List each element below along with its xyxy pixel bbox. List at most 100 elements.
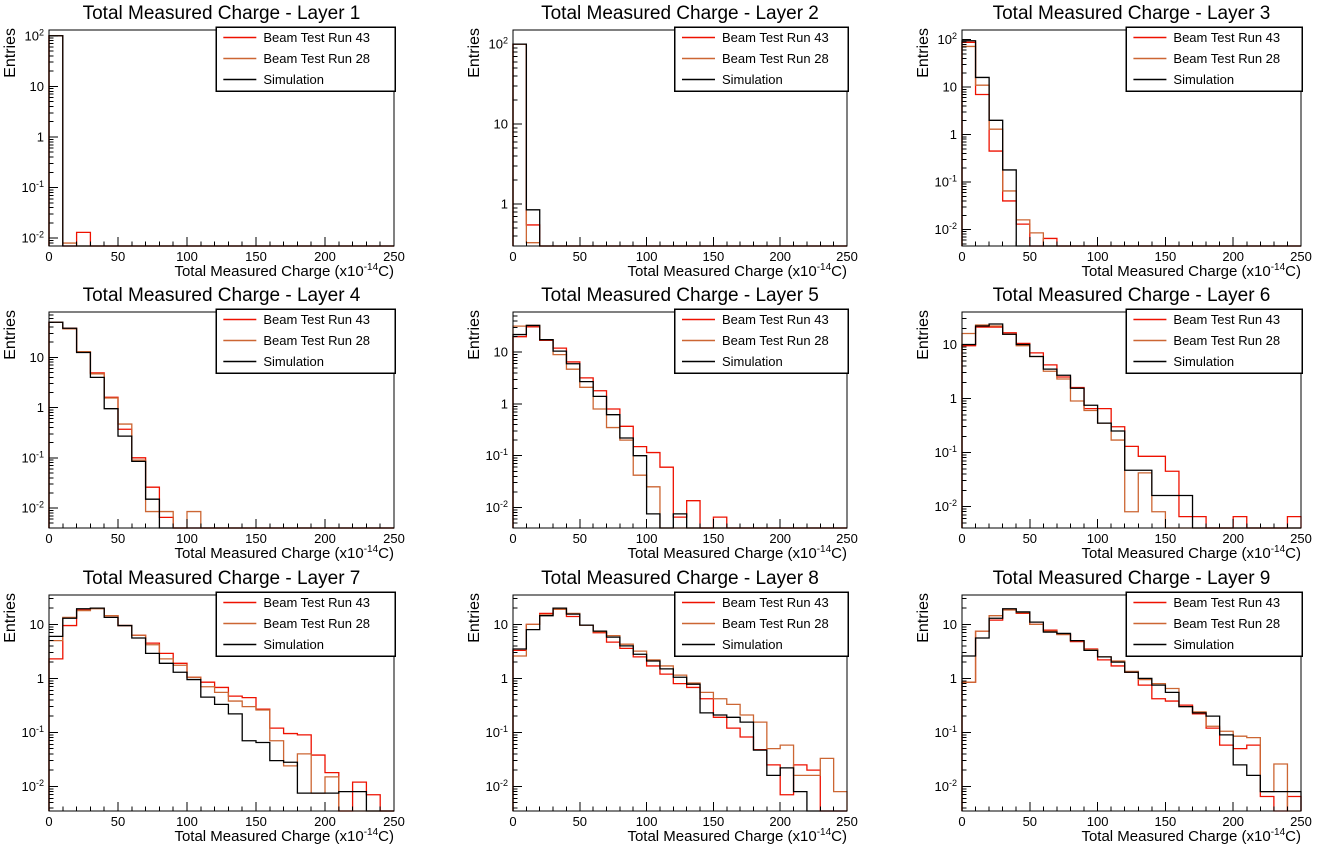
svg-text:10-1: 10-1 (486, 447, 508, 463)
svg-text:150: 150 (245, 249, 267, 264)
legend-label: Beam Test Run 43 (1173, 30, 1280, 45)
y-axis-title: Entries (2, 28, 19, 78)
svg-text:10-2: 10-2 (935, 498, 957, 514)
svg-text:10-2: 10-2 (22, 500, 44, 516)
chart-panel-layer-2: Total Measured Charge - Layer 2 0 50 100 150… (439, 0, 879, 282)
axis-ticks (48, 35, 395, 247)
legend-label: Beam Test Run 43 (1173, 595, 1280, 610)
svg-text:Total Measured Charge - Layer: Total Measured Charge - Layer 4 (83, 285, 361, 306)
x-axis-title: Total Measured Charge (x10-14C) (627, 544, 847, 562)
chart-panel-layer-8: Total Measured Charge - Layer 8 0 50 100 150… (439, 565, 879, 847)
svg-text:1: 1 (501, 197, 508, 212)
legend-label: Beam Test Run 28 (263, 616, 370, 631)
x-axis-title: Total Measured Charge (x10-14C) (174, 827, 394, 845)
svg-text:Total Measured Charge - Layer: Total Measured Charge - Layer 6 (993, 285, 1271, 306)
x-axis-title: Total Measured Charge (x10-14C) (174, 262, 394, 280)
svg-text:250: 250 (836, 249, 858, 264)
svg-text:100: 100 (176, 249, 198, 264)
legend-label: Beam Test Run 43 (263, 312, 370, 327)
svg-text:1: 1 (37, 129, 44, 144)
svg-text:0: 0 (509, 814, 516, 829)
axis-ticks (961, 39, 1302, 246)
svg-text:102: 102 (938, 31, 957, 47)
svg-text:250: 250 (836, 531, 858, 546)
y-axis-title: Entries (2, 310, 19, 360)
svg-text:100: 100 (636, 249, 658, 264)
svg-text:10-2: 10-2 (486, 778, 508, 794)
chart-panel-layer-1: Total Measured Charge - Layer 1 0 50 100 150… (0, 0, 440, 282)
svg-text:150: 150 (1155, 249, 1177, 264)
svg-text:150: 150 (703, 249, 725, 264)
legend-label: Simulation (1173, 72, 1234, 87)
chart-panel-layer-4: Total Measured Charge - Layer 4 0 50 100 150… (0, 282, 440, 564)
svg-text:10-1: 10-1 (22, 724, 44, 740)
histogram-plot: Total Measured Charge - Layer 3 0 50 100 150… (915, 3, 1312, 280)
svg-text:150: 150 (1155, 531, 1177, 546)
histogram-plot: Total Measured Charge - Layer 2 0 50 100 150… (466, 3, 858, 280)
legend-label: Simulation (722, 72, 783, 87)
svg-text:10: 10 (30, 79, 44, 94)
legend: Beam Test Run 43 Beam Test Run 28 Simulati… (215, 591, 396, 657)
svg-text:250: 250 (1290, 531, 1312, 546)
svg-text:200: 200 (314, 249, 336, 264)
svg-text:50: 50 (1023, 531, 1037, 546)
legend-label: Beam Test Run 28 (1173, 616, 1280, 631)
svg-text:50: 50 (1023, 249, 1037, 264)
series-simulation (961, 608, 1302, 811)
legend: Beam Test Run 43 Beam Test Run 28 Simulati… (1125, 308, 1303, 374)
histogram-plot: Total Measured Charge - Layer 5 0 50 100 150… (466, 285, 858, 562)
svg-text:Total Measured Charge - Layer: Total Measured Charge - Layer 8 (541, 568, 819, 589)
legend: Beam Test Run 43 Beam Test Run 28 Simulati… (215, 308, 396, 374)
svg-text:1: 1 (37, 671, 44, 686)
series-simulation (512, 607, 847, 812)
svg-text:50: 50 (111, 814, 125, 829)
legend-label: Beam Test Run 43 (722, 595, 829, 610)
y-axis-title: Entries (2, 593, 19, 643)
legend-label: Beam Test Run 43 (722, 30, 829, 45)
x-axis-title: Total Measured Charge (x10-14C) (627, 262, 847, 280)
legend-label: Simulation (722, 637, 783, 652)
y-axis-title: Entries (915, 28, 932, 78)
svg-text:Total Measured Charge - Layer: Total Measured Charge - Layer 3 (993, 3, 1271, 24)
svg-text:100: 100 (636, 814, 658, 829)
x-axis-title: Total Measured Charge (x10-14C) (1081, 827, 1301, 845)
svg-text:100: 100 (636, 531, 658, 546)
svg-text:0: 0 (45, 249, 52, 264)
legend: Beam Test Run 43 Beam Test Run 28 Simulati… (1125, 26, 1303, 92)
svg-text:100: 100 (1087, 249, 1109, 264)
legend-label: Beam Test Run 43 (722, 312, 829, 327)
svg-text:10: 10 (494, 617, 508, 632)
chart-panel-layer-7: Total Measured Charge - Layer 7 0 50 100 150… (0, 565, 440, 847)
axis-ticks (48, 598, 395, 811)
svg-text:10: 10 (943, 80, 957, 95)
legend-label: Simulation (263, 637, 324, 652)
svg-text:1: 1 (37, 400, 44, 415)
svg-text:50: 50 (573, 814, 587, 829)
svg-text:10-2: 10-2 (935, 778, 957, 794)
svg-text:0: 0 (509, 531, 516, 546)
svg-text:10-1: 10-1 (22, 179, 44, 195)
svg-text:1: 1 (950, 391, 957, 406)
svg-text:50: 50 (573, 249, 587, 264)
legend-label: Simulation (722, 354, 783, 369)
svg-text:10: 10 (943, 617, 957, 632)
svg-text:10-1: 10-1 (935, 444, 957, 460)
svg-text:150: 150 (245, 814, 267, 829)
svg-text:250: 250 (1290, 814, 1312, 829)
legend-label: Beam Test Run 28 (722, 51, 829, 66)
legend-label: Beam Test Run 43 (1173, 312, 1280, 327)
svg-text:200: 200 (1222, 249, 1244, 264)
legend: Beam Test Run 43 Beam Test Run 28 Simulati… (674, 26, 849, 92)
legend: Beam Test Run 43 Beam Test Run 28 Simulati… (674, 591, 849, 657)
svg-text:10-2: 10-2 (22, 230, 44, 246)
y-axis-title: Entries (915, 310, 932, 360)
svg-text:10: 10 (494, 345, 508, 360)
svg-text:200: 200 (314, 814, 336, 829)
svg-text:0: 0 (45, 531, 52, 546)
x-axis-title: Total Measured Charge (x10-14C) (627, 827, 847, 845)
svg-text:10: 10 (494, 117, 508, 132)
svg-text:50: 50 (1023, 814, 1037, 829)
svg-text:10: 10 (30, 617, 44, 632)
svg-text:10-2: 10-2 (22, 778, 44, 794)
svg-text:10-1: 10-1 (935, 724, 957, 740)
